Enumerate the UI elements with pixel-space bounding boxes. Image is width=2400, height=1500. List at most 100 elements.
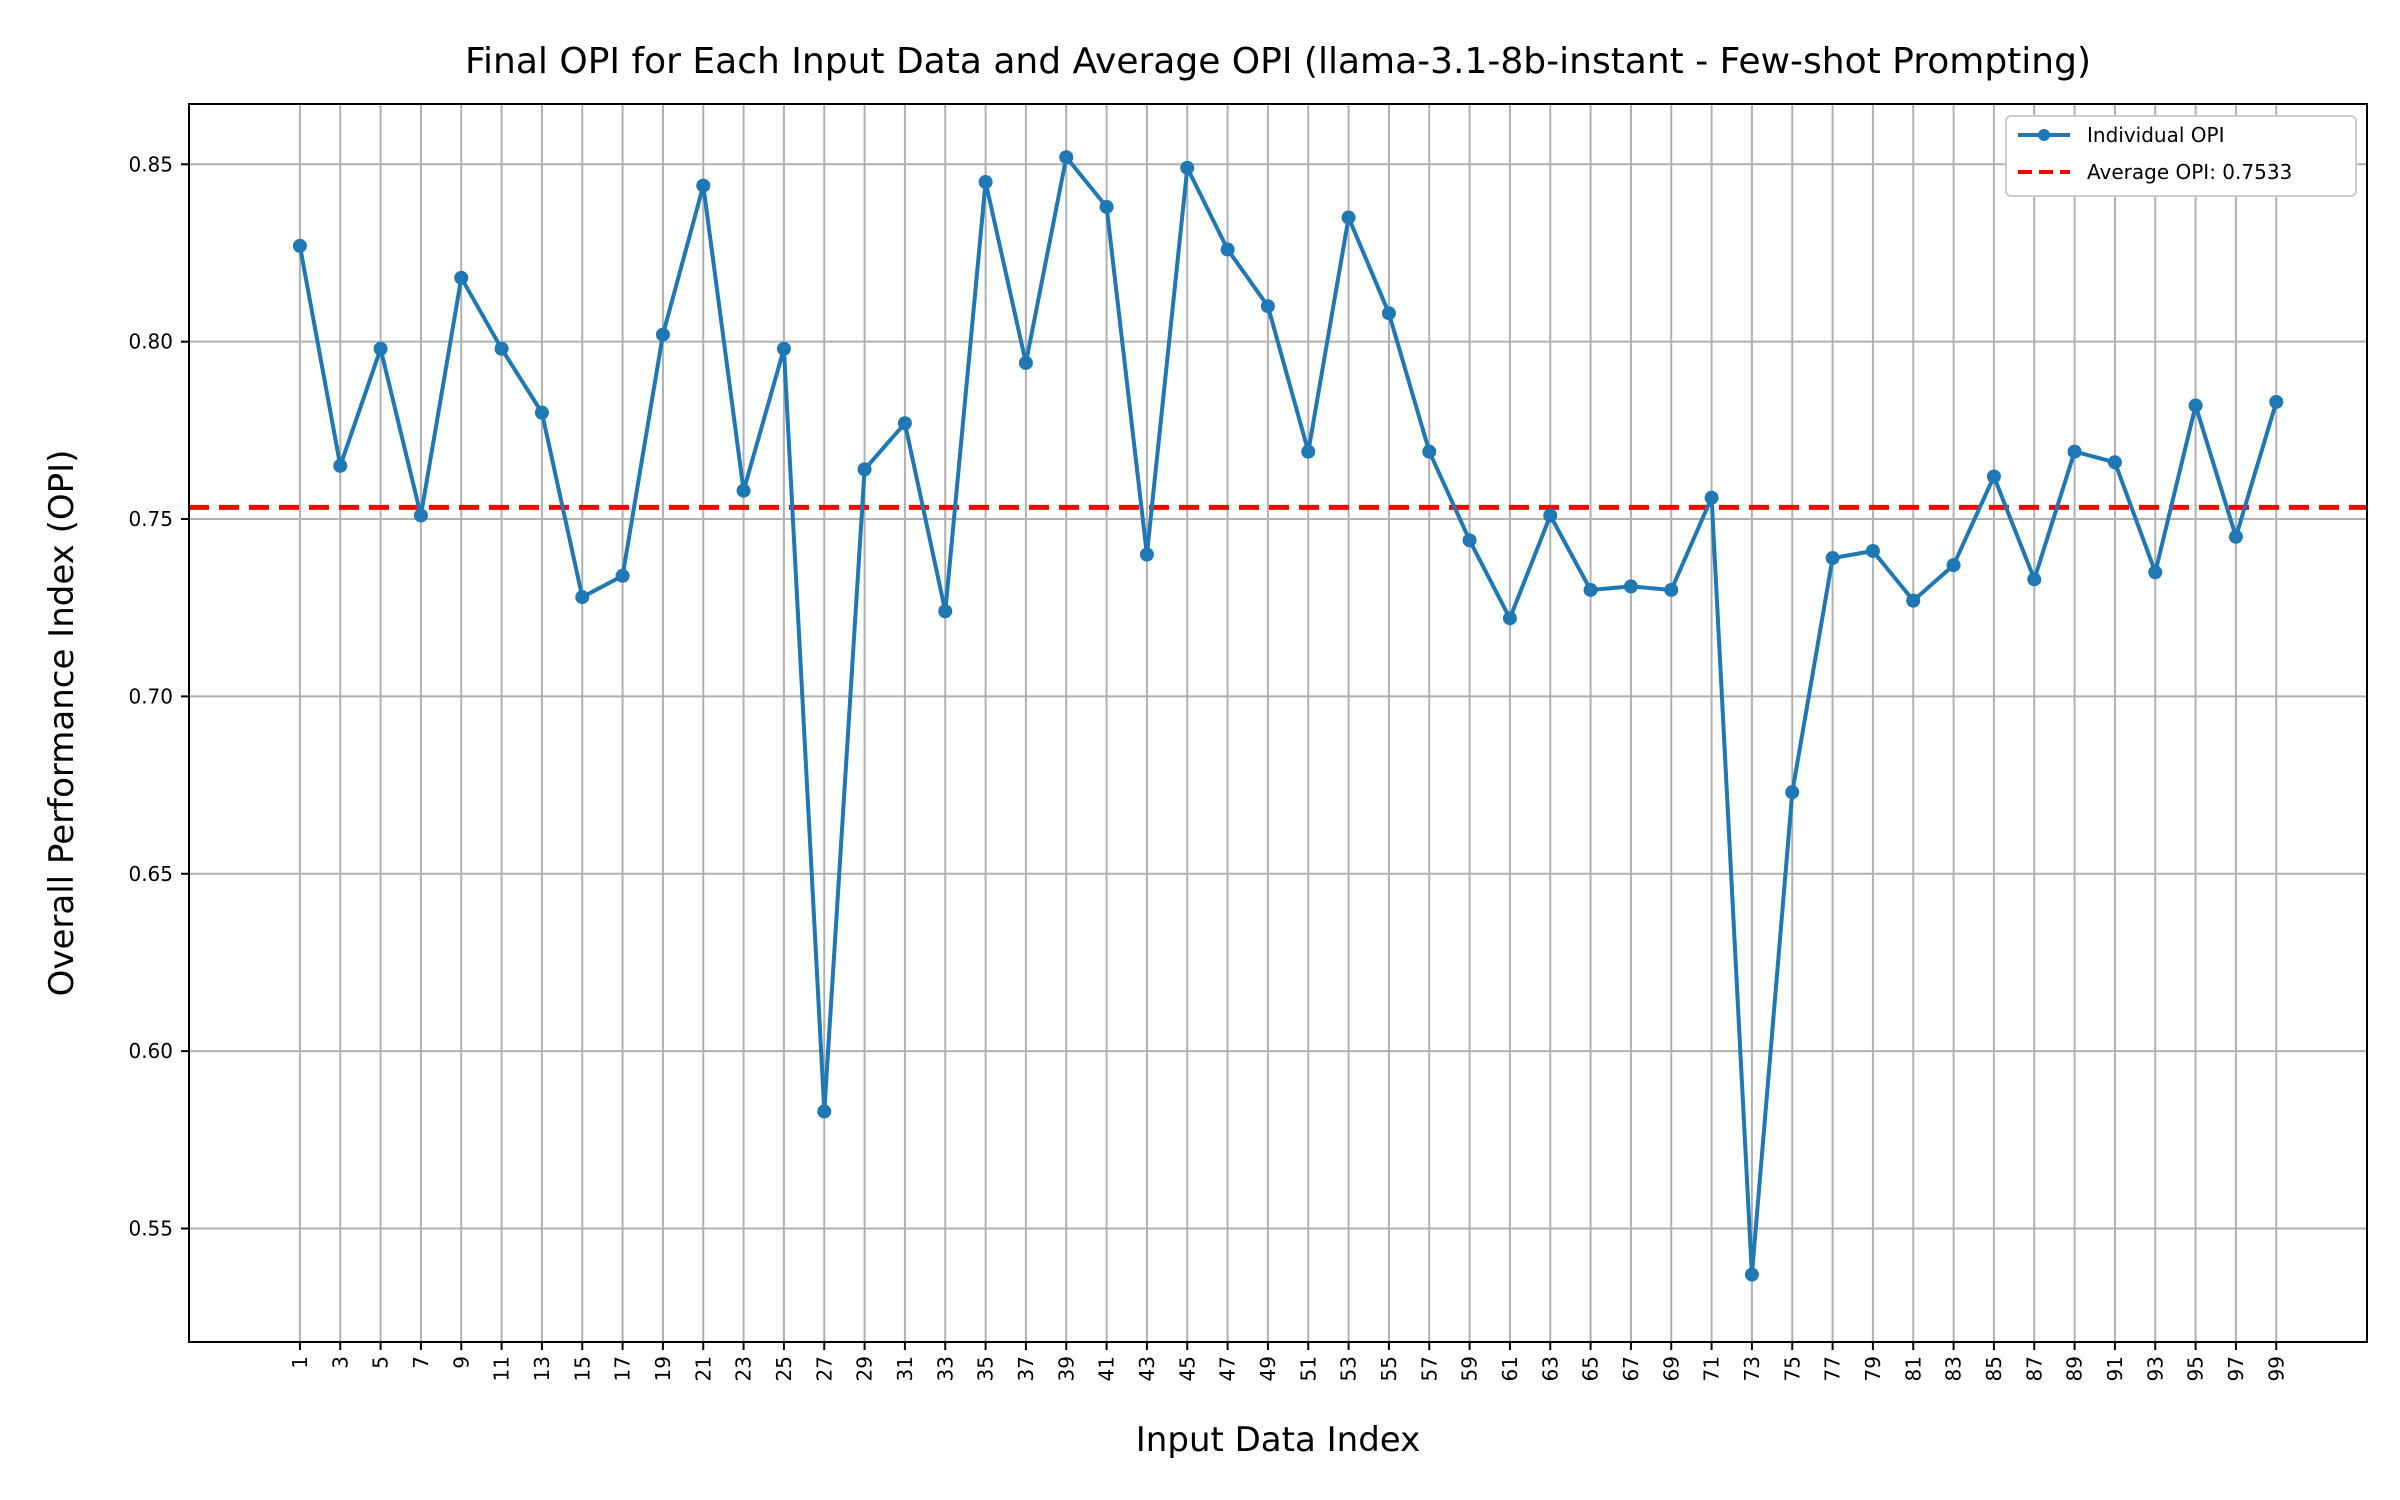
grid-lines — [189, 104, 2367, 1342]
x-tick-label: 27 — [812, 1356, 836, 1381]
x-tick-label: 23 — [732, 1356, 756, 1381]
data-point — [817, 1104, 832, 1119]
x-tick-label: 59 — [1458, 1356, 1482, 1381]
data-point — [2148, 565, 2163, 580]
y-axis-ticks: 0.55 0.60 0.65 0.70 0.75 0.80 0.85 — [128, 152, 189, 1240]
y-tick-label: 0.70 — [128, 684, 173, 708]
x-tick-label: 73 — [1740, 1356, 1764, 1381]
x-tick-label: 55 — [1377, 1356, 1401, 1381]
legend: Individual OPI Average OPI: 0.7533 — [2005, 115, 2357, 197]
x-tick-label: 89 — [2063, 1356, 2087, 1381]
x-tick-label: 81 — [1901, 1356, 1925, 1381]
data-point — [1018, 355, 1033, 370]
data-point — [1301, 444, 1316, 459]
data-point — [494, 341, 509, 356]
data-point — [2188, 398, 2203, 413]
data-point — [2228, 529, 2243, 544]
data-point — [2269, 394, 2284, 409]
data-point — [938, 604, 953, 619]
data-point — [1462, 533, 1477, 548]
x-tick-label: 61 — [1498, 1356, 1522, 1381]
x-tick-label: 37 — [1014, 1356, 1038, 1381]
data-point — [1946, 558, 1961, 573]
x-tick-label: 77 — [1821, 1356, 1845, 1381]
y-axis-label: Overall Performance Index (OPI) — [42, 450, 82, 997]
data-point — [1704, 490, 1719, 505]
legend-label-individual: Individual OPI — [2087, 123, 2224, 147]
x-tick-label: 97 — [2224, 1356, 2248, 1381]
data-point — [575, 590, 590, 605]
x-tick-label: 17 — [611, 1356, 635, 1381]
x-tick-label: 15 — [570, 1356, 594, 1381]
x-tick-label: 45 — [1175, 1356, 1199, 1381]
x-tick-label: 13 — [530, 1356, 554, 1381]
x-tick-label: 63 — [1538, 1356, 1562, 1381]
legend-marker-individual — [2038, 129, 2050, 141]
x-tick-label: 69 — [1659, 1356, 1683, 1381]
series-line-individual-opi — [297, 155, 2279, 1277]
data-point — [292, 238, 307, 253]
x-tick-label: 83 — [1942, 1356, 1966, 1381]
data-point — [1583, 582, 1598, 597]
x-tick-label: 25 — [772, 1356, 796, 1381]
data-point — [1825, 551, 1840, 566]
x-tick-label: 47 — [1216, 1356, 1240, 1381]
data-point — [1865, 543, 1880, 558]
x-tick-label: 93 — [2143, 1356, 2167, 1381]
x-tick-label: 9 — [449, 1356, 473, 1369]
x-tick-label: 75 — [1780, 1356, 1804, 1381]
data-point — [1664, 582, 1679, 597]
y-tick-label: 0.75 — [128, 507, 173, 531]
x-tick-label: 29 — [853, 1356, 877, 1381]
data-point — [1422, 444, 1437, 459]
data-point — [1099, 199, 1114, 214]
x-tick-label: 33 — [933, 1356, 957, 1381]
legend-box — [2005, 115, 2357, 197]
x-tick-label: 65 — [1579, 1356, 1603, 1381]
y-tick-label: 0.55 — [128, 1216, 173, 1240]
data-point — [1341, 210, 1356, 225]
x-axis-label: Input Data Index — [1136, 1420, 1420, 1460]
x-tick-label: 1 — [288, 1356, 312, 1369]
data-point — [897, 416, 912, 431]
x-axis-ticks: 1 3 5 7 9 11 13 15 17 19 21 23 25 27 29 31 33 35 37 39 41 43 4… — [288, 1342, 2288, 1381]
data-point — [413, 508, 428, 523]
data-point — [1139, 547, 1154, 562]
data-point — [1502, 611, 1517, 626]
x-tick-label: 35 — [974, 1356, 998, 1381]
data-point — [1381, 306, 1396, 321]
data-point — [857, 462, 872, 477]
data-point — [1744, 1267, 1759, 1282]
x-tick-label: 21 — [691, 1356, 715, 1381]
x-tick-label: 91 — [2103, 1356, 2127, 1381]
data-point — [2067, 444, 2082, 459]
data-point — [333, 458, 348, 473]
data-point — [776, 341, 791, 356]
data-point — [696, 178, 711, 193]
data-point — [736, 483, 751, 498]
data-point — [1785, 785, 1800, 800]
x-tick-label: 11 — [490, 1356, 514, 1381]
y-tick-label: 0.60 — [128, 1039, 173, 1063]
x-tick-label: 85 — [1982, 1356, 2006, 1381]
chart-title: Final OPI for Each Input Data and Averag… — [465, 41, 2091, 82]
data-point — [454, 270, 469, 285]
x-tick-label: 53 — [1337, 1356, 1361, 1381]
x-tick-label: 99 — [2264, 1356, 2288, 1381]
x-tick-label: 67 — [1619, 1356, 1643, 1381]
x-tick-label: 79 — [1861, 1356, 1885, 1381]
data-point — [1906, 593, 1921, 608]
x-tick-label: 41 — [1095, 1356, 1119, 1381]
data-point — [2027, 572, 2042, 587]
data-point — [2107, 455, 2122, 470]
data-point — [1623, 579, 1638, 594]
x-tick-label: 95 — [2184, 1356, 2208, 1381]
data-point — [1543, 508, 1558, 523]
data-point — [1180, 160, 1195, 175]
data-point — [655, 327, 670, 342]
data-point — [1059, 150, 1074, 165]
y-tick-label: 0.80 — [128, 330, 173, 354]
x-tick-label: 31 — [893, 1356, 917, 1381]
y-tick-label: 0.85 — [128, 152, 173, 176]
data-point — [1260, 299, 1275, 314]
